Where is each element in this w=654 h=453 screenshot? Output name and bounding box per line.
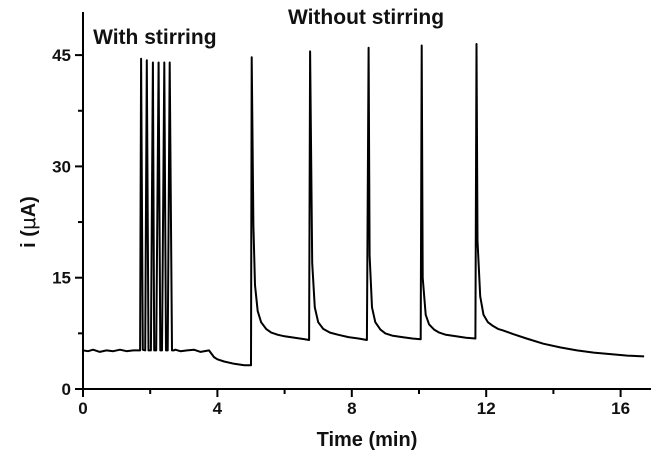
x-tick-label: 16: [611, 399, 630, 418]
y-tick-label: 0: [62, 380, 71, 399]
x-tick-label: 4: [213, 399, 223, 418]
current-trace-line: [82, 43, 645, 367]
x-axis-title: Time (min): [317, 429, 418, 451]
y-tick-label: 30: [52, 157, 71, 176]
axis-tick-labels: 0 4 8 12 16 0 15 30 45: [52, 46, 630, 418]
y-axis-title-mu: μ: [16, 217, 40, 230]
x-tick-label: 0: [78, 399, 87, 418]
plot-frame: [82, 12, 651, 390]
annotation-without-stirring: Without stirring: [288, 6, 444, 29]
x-tick-label: 12: [477, 399, 496, 418]
y-tick-label: 45: [52, 46, 71, 65]
annotation-with-stirring: With stirring: [93, 26, 216, 49]
x-tick-label: 8: [347, 399, 356, 418]
y-axis-title-prefix: i (: [18, 230, 40, 248]
y-tick-label: 15: [52, 269, 71, 288]
y-axis-title: i (μA): [16, 196, 40, 248]
y-axis-title-suffix: A): [18, 196, 40, 217]
axis-ticks: [75, 54, 622, 397]
